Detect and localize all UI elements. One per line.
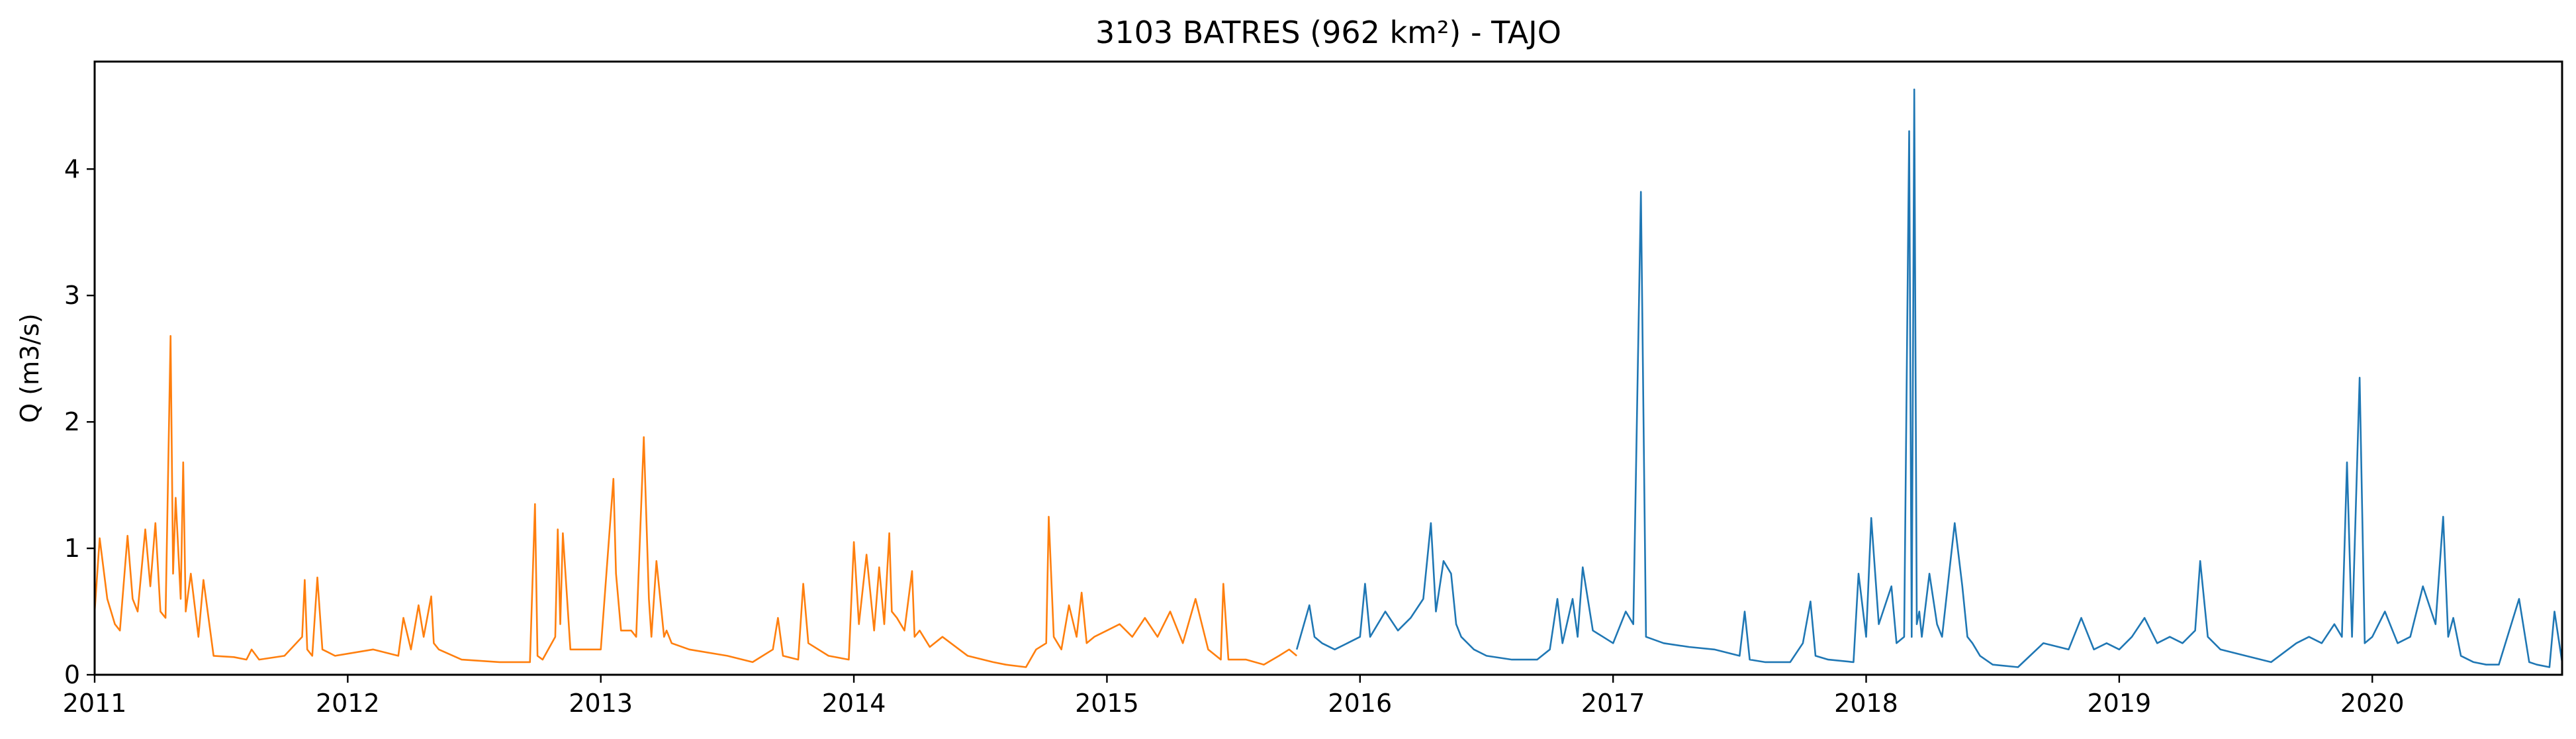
x-tick-label: 2019	[2088, 689, 2152, 718]
x-axis: 2011 2012 2013 2014 2015 2016 2017 2018 2019 2020	[63, 675, 2405, 718]
x-tick-label: 2018	[1834, 689, 1898, 718]
x-tick-label: 2015	[1075, 689, 1139, 718]
x-tick-label: 2011	[63, 689, 127, 718]
y-axis-label: Q (m3/s)	[15, 313, 44, 422]
y-tick-label: 1	[64, 534, 80, 563]
chart-title: 3103 BATRES (962 km²) - TAJO	[1095, 15, 1561, 50]
y-tick-label: 4	[64, 154, 80, 183]
y-tick-label: 3	[64, 281, 80, 310]
x-tick-label: 2012	[316, 689, 380, 718]
x-tick-label: 2014	[822, 689, 886, 718]
series-layer	[93, 88, 2563, 668]
x-tick-label: 2017	[1581, 689, 1645, 718]
y-axis: 0 1 2 3 4	[64, 154, 95, 689]
x-tick-label: 2013	[569, 689, 633, 718]
x-tick-label: 2020	[2340, 689, 2405, 718]
y-tick-label: 0	[64, 660, 80, 689]
plot-frame	[93, 60, 2563, 676]
y-tick-label: 2	[64, 407, 80, 436]
series-line-1	[93, 335, 1298, 668]
x-tick-label: 2016	[1328, 689, 1392, 718]
series-line-2	[1295, 88, 2563, 668]
